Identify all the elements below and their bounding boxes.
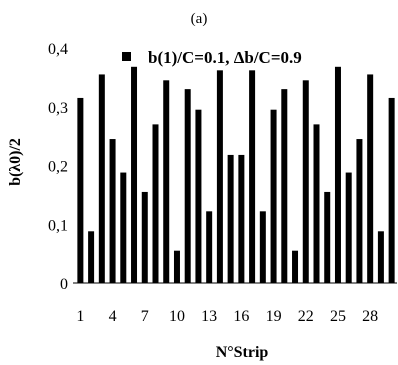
bar <box>120 172 127 283</box>
x-tick-label: 19 <box>266 308 282 325</box>
bar <box>216 70 223 283</box>
bar <box>109 139 116 283</box>
bar <box>270 109 277 283</box>
bar <box>302 80 309 283</box>
x-tick-label: 7 <box>141 308 149 325</box>
bars <box>77 66 395 284</box>
x-tick-label: 25 <box>330 308 346 325</box>
bar <box>356 139 363 283</box>
bar <box>367 74 374 283</box>
legend-text: b(1)/C=0.1, Δb/C=0.9 <box>148 48 302 67</box>
bar <box>141 191 148 283</box>
bar <box>281 89 288 284</box>
y-tick-label: 0 <box>60 276 68 293</box>
bar <box>195 109 202 283</box>
bar <box>334 66 341 283</box>
bar <box>292 250 299 283</box>
y-tick-label: 0,3 <box>48 100 68 117</box>
x-axis-title: N°Strip <box>216 344 269 361</box>
y-axis-ticks: 0 0,1 0,2 0,3 0,4 <box>48 41 68 293</box>
bar <box>259 211 266 283</box>
bar <box>313 124 320 284</box>
bar <box>88 231 95 283</box>
bar <box>227 154 234 283</box>
y-tick-label: 0,1 <box>48 217 68 234</box>
x-tick-label: 28 <box>362 308 378 325</box>
x-tick-label: 16 <box>233 308 249 325</box>
x-axis-ticks: 1 4 7 10 13 16 19 22 25 28 <box>76 308 378 325</box>
bar <box>324 191 331 283</box>
bar <box>77 97 84 283</box>
legend-marker <box>122 52 131 61</box>
x-tick-label: 22 <box>298 308 314 325</box>
bar <box>163 80 170 283</box>
bar <box>98 74 105 283</box>
x-tick-label: 4 <box>109 308 117 325</box>
panel-label: (a) <box>191 11 208 27</box>
bar <box>377 231 384 283</box>
bar <box>238 154 245 283</box>
y-tick-label: 0,2 <box>48 159 68 176</box>
bar <box>184 89 191 284</box>
bar <box>388 97 395 283</box>
y-tick-label: 0,4 <box>48 41 68 58</box>
bar <box>152 124 159 284</box>
bar <box>249 70 256 283</box>
x-tick-label: 10 <box>169 308 185 325</box>
bar <box>345 172 352 283</box>
bar <box>173 250 180 283</box>
x-tick-label: 13 <box>201 308 217 325</box>
bar <box>131 66 138 283</box>
x-tick-label: 1 <box>76 308 84 325</box>
bar <box>206 211 213 283</box>
y-axis-title: b(λ0)/2 <box>7 138 24 186</box>
